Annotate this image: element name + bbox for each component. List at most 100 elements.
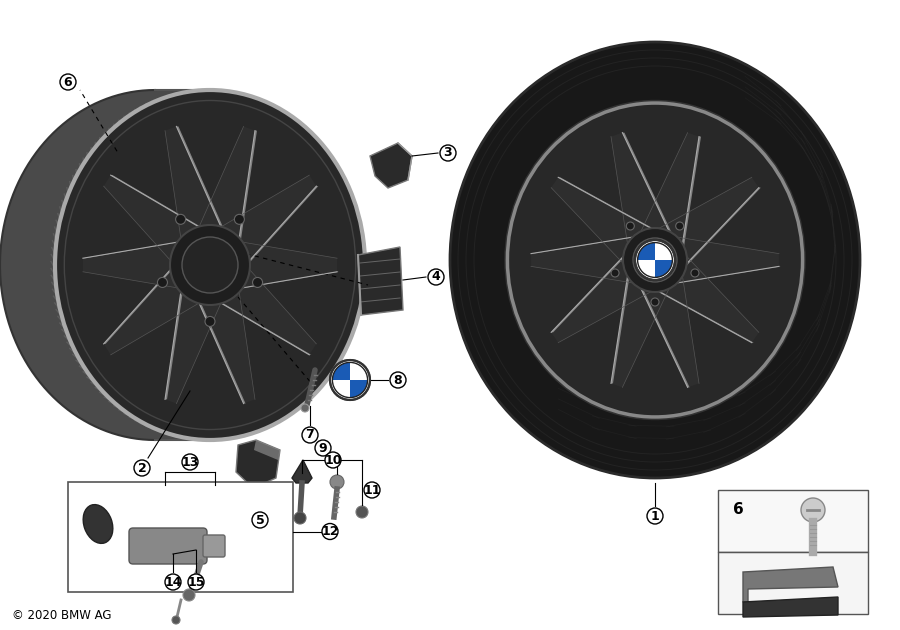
Polygon shape (104, 259, 182, 344)
Polygon shape (254, 440, 280, 460)
Circle shape (188, 574, 204, 590)
Bar (718, 552, 868, 614)
Circle shape (60, 74, 76, 90)
Polygon shape (214, 175, 317, 271)
Circle shape (158, 277, 167, 287)
Circle shape (252, 512, 268, 528)
Polygon shape (611, 272, 670, 387)
Circle shape (691, 269, 699, 277)
Polygon shape (231, 272, 339, 290)
Polygon shape (195, 127, 255, 250)
Circle shape (182, 237, 238, 293)
Text: 9: 9 (319, 442, 328, 454)
Text: 12: 12 (321, 525, 338, 538)
Wedge shape (332, 380, 350, 398)
Circle shape (635, 240, 675, 280)
Polygon shape (682, 137, 701, 248)
Polygon shape (611, 133, 670, 248)
Wedge shape (350, 362, 367, 380)
Circle shape (611, 269, 619, 277)
Polygon shape (531, 237, 638, 254)
Polygon shape (551, 253, 652, 343)
Polygon shape (292, 460, 312, 483)
Circle shape (330, 475, 344, 489)
Text: 1: 1 (651, 510, 660, 522)
Circle shape (294, 512, 306, 524)
Ellipse shape (506, 101, 805, 419)
Polygon shape (231, 240, 338, 290)
Circle shape (301, 404, 309, 412)
Text: 8: 8 (393, 374, 402, 386)
Ellipse shape (508, 103, 803, 417)
Circle shape (428, 269, 444, 285)
Circle shape (626, 222, 634, 230)
Circle shape (364, 482, 380, 498)
Circle shape (330, 360, 370, 400)
Text: 13: 13 (181, 455, 199, 469)
Wedge shape (655, 243, 672, 260)
Text: 6: 6 (733, 503, 743, 517)
Text: 15: 15 (187, 575, 205, 588)
Text: 14: 14 (164, 575, 182, 588)
Polygon shape (551, 253, 628, 333)
Polygon shape (83, 240, 191, 258)
Text: © 2020 BMW AG: © 2020 BMW AG (12, 609, 112, 622)
Wedge shape (332, 362, 350, 380)
Circle shape (623, 228, 687, 292)
FancyBboxPatch shape (203, 535, 225, 557)
Text: 2: 2 (138, 462, 147, 474)
Circle shape (801, 498, 825, 522)
Polygon shape (558, 177, 654, 229)
Circle shape (134, 460, 150, 476)
Ellipse shape (83, 505, 112, 544)
Polygon shape (236, 440, 280, 488)
Circle shape (182, 454, 198, 470)
Polygon shape (623, 133, 672, 233)
Circle shape (172, 616, 180, 624)
Polygon shape (674, 266, 781, 284)
Polygon shape (551, 177, 652, 267)
Polygon shape (238, 130, 257, 250)
Polygon shape (104, 175, 206, 271)
Polygon shape (165, 280, 224, 404)
Circle shape (676, 222, 684, 230)
Polygon shape (111, 175, 208, 231)
Circle shape (633, 238, 677, 282)
Polygon shape (165, 127, 224, 250)
Text: 5: 5 (256, 513, 265, 527)
Circle shape (165, 574, 181, 590)
Circle shape (176, 214, 185, 224)
Polygon shape (683, 188, 760, 267)
Polygon shape (611, 272, 630, 384)
Polygon shape (640, 133, 699, 248)
Circle shape (322, 524, 338, 539)
Wedge shape (637, 260, 655, 277)
Polygon shape (83, 240, 189, 290)
FancyBboxPatch shape (129, 528, 207, 564)
Circle shape (302, 427, 318, 443)
Ellipse shape (450, 42, 860, 478)
Wedge shape (637, 243, 655, 260)
Polygon shape (370, 143, 412, 188)
Polygon shape (658, 253, 759, 343)
Text: 4: 4 (432, 270, 440, 284)
Circle shape (440, 145, 456, 161)
Wedge shape (350, 380, 367, 398)
Polygon shape (104, 259, 206, 355)
Circle shape (253, 277, 263, 287)
Polygon shape (674, 237, 779, 284)
Circle shape (647, 508, 663, 524)
Wedge shape (655, 260, 672, 277)
Text: 7: 7 (306, 428, 314, 442)
Circle shape (651, 298, 659, 306)
Polygon shape (214, 259, 317, 355)
Text: 6: 6 (64, 76, 72, 88)
Circle shape (234, 214, 245, 224)
Polygon shape (176, 127, 227, 235)
Circle shape (183, 589, 195, 601)
Circle shape (170, 225, 250, 305)
Circle shape (390, 372, 406, 388)
Circle shape (325, 452, 341, 468)
Polygon shape (240, 186, 319, 271)
Text: 3: 3 (444, 147, 453, 159)
